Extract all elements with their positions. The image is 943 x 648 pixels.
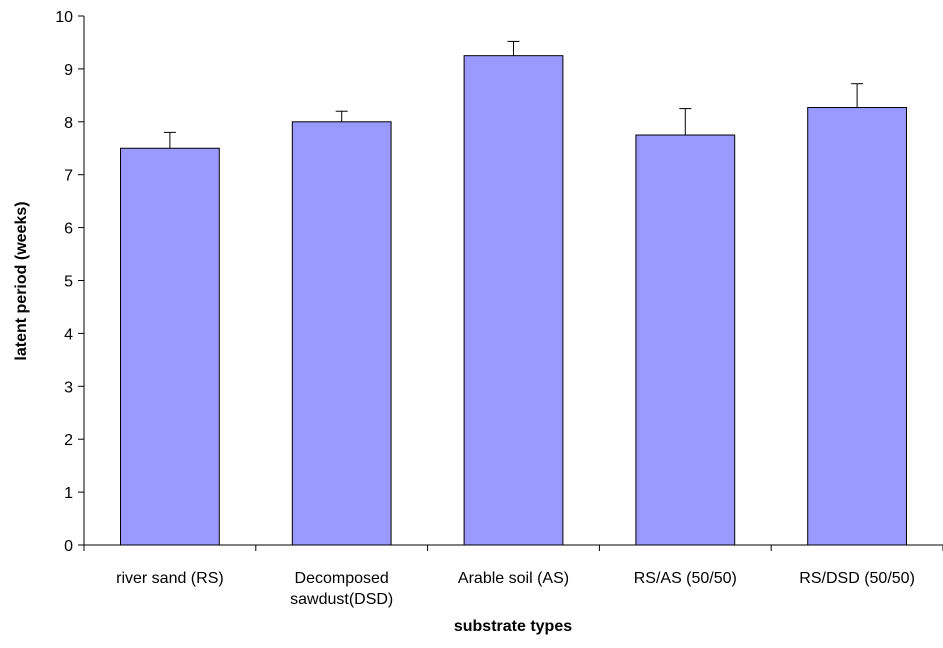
category-label: RS/DSD (50/50) <box>799 570 915 587</box>
y-tick-label: 8 <box>64 115 73 132</box>
category-label: Decomposed <box>295 570 389 587</box>
bar <box>807 107 907 546</box>
category-label: sawdust(DSD) <box>290 591 393 608</box>
category-label: Arable soil (AS) <box>458 570 569 587</box>
y-tick-label: 2 <box>64 432 73 449</box>
y-tick-label: 6 <box>64 221 73 238</box>
bar <box>120 147 220 546</box>
y-ticks-group: 0 1 2 3 4 5 6 7 8 9 10 <box>55 9 84 555</box>
y-tick-label: 9 <box>64 62 73 79</box>
bar <box>463 55 564 546</box>
y-axis-title: latent period (weeks) <box>13 201 30 360</box>
x-ticks-group <box>83 545 943 551</box>
bar <box>291 121 392 546</box>
y-tick-label: 7 <box>64 168 73 185</box>
y-tick-label: 3 <box>64 379 73 396</box>
error-bars-group <box>163 40 864 149</box>
x-axis-title: substrate types <box>454 618 572 635</box>
category-labels-group: river sand (RS) Decomposed sawdust(DSD) Ara… <box>116 570 915 608</box>
bar <box>635 134 736 546</box>
y-tick-label: 1 <box>64 485 73 502</box>
category-label: RS/AS (50/50) <box>634 570 737 587</box>
y-tick-label: 4 <box>64 326 73 343</box>
y-tick-label: 10 <box>55 9 73 26</box>
y-tick-label: 5 <box>64 274 73 291</box>
y-tick-label: 0 <box>64 538 73 555</box>
bars-group <box>120 55 907 546</box>
category-label: river sand (RS) <box>116 570 224 587</box>
